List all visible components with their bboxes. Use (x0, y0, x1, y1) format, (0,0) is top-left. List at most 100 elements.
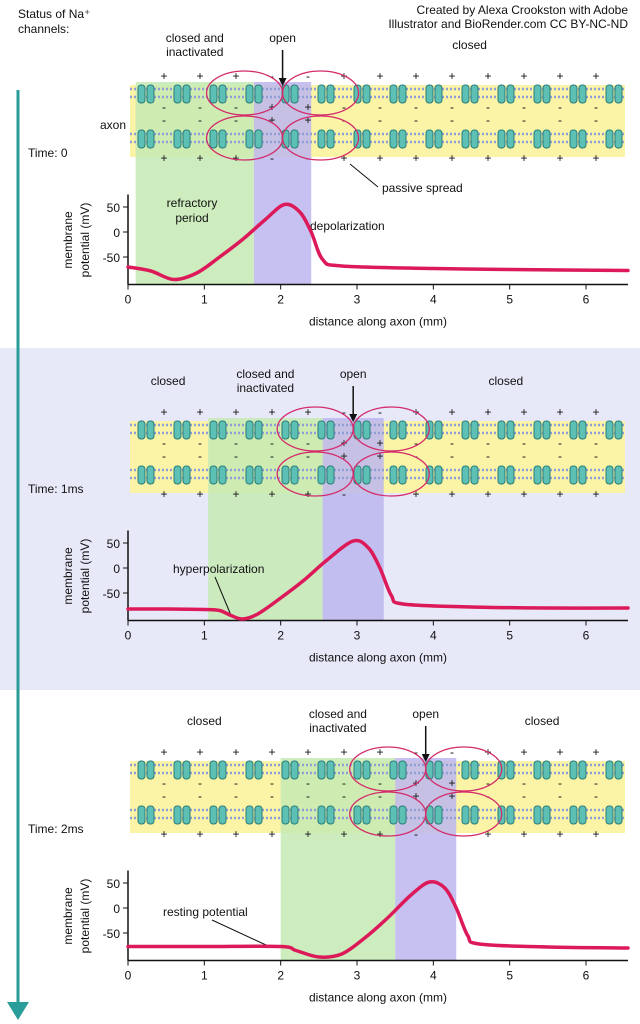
na-channel (281, 420, 290, 440)
charge-sign: - (198, 436, 202, 450)
na-channel (146, 84, 155, 104)
charge-sign: - (486, 776, 490, 790)
charge-sign: + (448, 405, 455, 419)
na-channel (182, 465, 191, 485)
charge-sign: + (196, 745, 203, 759)
na-channel (461, 805, 470, 825)
na-channel (137, 129, 146, 149)
state-label: closed (151, 374, 186, 388)
charge-sign: + (412, 151, 419, 165)
charge-sign: + (376, 151, 383, 165)
charge-sign: - (414, 449, 418, 463)
na-channel (542, 465, 551, 485)
state-label: closed and (166, 31, 224, 45)
charge-sign: + (268, 113, 275, 127)
charge-sign: + (232, 745, 239, 759)
na-channel (578, 84, 587, 104)
charge-sign: + (448, 789, 455, 803)
na-channel (209, 465, 218, 485)
charge-sign: - (486, 789, 490, 803)
panel: +--++--++--++--++--++--++--+-++--++-+--+… (28, 707, 628, 1005)
charge-sign: - (306, 69, 310, 83)
charge-sign: + (196, 827, 203, 841)
state-region (322, 418, 384, 621)
x-tick-label: 2 (277, 969, 284, 983)
na-channel (497, 84, 506, 104)
na-channel (245, 129, 254, 149)
spread-label: passive spread (382, 181, 463, 195)
charge-sign: + (556, 405, 563, 419)
na-channel (434, 420, 443, 440)
charge-sign: + (448, 487, 455, 501)
charge-sign: - (234, 436, 238, 450)
charge-sign: - (342, 100, 346, 114)
charge-sign: + (232, 151, 239, 165)
na-channel (209, 760, 218, 780)
charge-sign: - (522, 436, 526, 450)
na-channel (542, 760, 551, 780)
charge-sign: - (486, 113, 490, 127)
time-arrow-head (7, 1002, 29, 1020)
charge-sign: - (342, 487, 346, 501)
charge-sign: - (414, 100, 418, 114)
charge-sign: + (376, 69, 383, 83)
charge-sign: - (378, 100, 382, 114)
charge-sign: + (196, 487, 203, 501)
na-channel (398, 420, 407, 440)
x-tick-label: 0 (125, 293, 132, 307)
state-label: closed and (309, 707, 367, 721)
charge-sign: - (558, 100, 562, 114)
na-channel (506, 420, 515, 440)
annotation-leader (211, 919, 270, 947)
na-channel (182, 760, 191, 780)
state-label: closed (489, 374, 524, 388)
x-tick-label: 2 (277, 293, 284, 307)
na-channel (218, 465, 227, 485)
charge-sign: + (160, 151, 167, 165)
na-channel (317, 465, 326, 485)
charge-sign: + (268, 405, 275, 419)
na-channel (605, 805, 614, 825)
na-channel (470, 760, 479, 780)
na-channel (569, 760, 578, 780)
charge-sign: - (594, 100, 598, 114)
na-channel (353, 760, 362, 780)
state-label: inactivated (166, 45, 223, 59)
na-channel (353, 84, 362, 104)
charge-sign: + (376, 745, 383, 759)
annotation-leader (214, 576, 232, 616)
credit: Illustrator and BioRender.com CC BY-NC-N… (388, 17, 628, 31)
charge-sign: - (198, 100, 202, 114)
na-channel (317, 760, 326, 780)
na-channel (470, 805, 479, 825)
charge-sign: + (196, 69, 203, 83)
potential-curve (126, 202, 630, 282)
charge-sign: + (412, 487, 419, 501)
charge-sign: + (448, 776, 455, 790)
charge-sign: + (232, 487, 239, 501)
na-channel (470, 129, 479, 149)
na-channel (542, 129, 551, 149)
charge-sign: - (378, 789, 382, 803)
x-axis-label: distance along axon (mm) (309, 315, 447, 329)
na-channel (281, 805, 290, 825)
charge-sign: + (160, 487, 167, 501)
charge-sign: - (558, 113, 562, 127)
state-region (253, 82, 312, 285)
charge-sign: + (556, 745, 563, 759)
charge-sign: - (306, 151, 310, 165)
annotation: depolarization (310, 219, 385, 233)
na-channel (290, 129, 299, 149)
charge-sign: + (556, 487, 563, 501)
na-channel (533, 805, 542, 825)
na-channel (146, 465, 155, 485)
charge-sign: + (448, 69, 455, 83)
na-channel (218, 420, 227, 440)
na-channel (173, 760, 182, 780)
x-tick-label: 1 (201, 969, 208, 983)
na-channel (533, 760, 542, 780)
na-channel (137, 420, 146, 440)
charge-sign: + (556, 69, 563, 83)
